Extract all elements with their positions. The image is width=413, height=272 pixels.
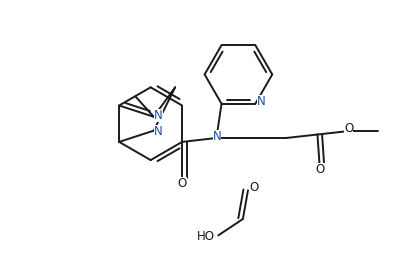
Text: HO: HO (197, 230, 214, 243)
Text: N: N (154, 109, 162, 122)
Text: N: N (154, 125, 162, 138)
Text: O: O (343, 122, 353, 135)
Text: N: N (212, 130, 221, 143)
Text: N: N (256, 95, 265, 108)
Text: O: O (248, 181, 258, 194)
Text: O: O (315, 163, 324, 176)
Text: O: O (177, 177, 186, 190)
